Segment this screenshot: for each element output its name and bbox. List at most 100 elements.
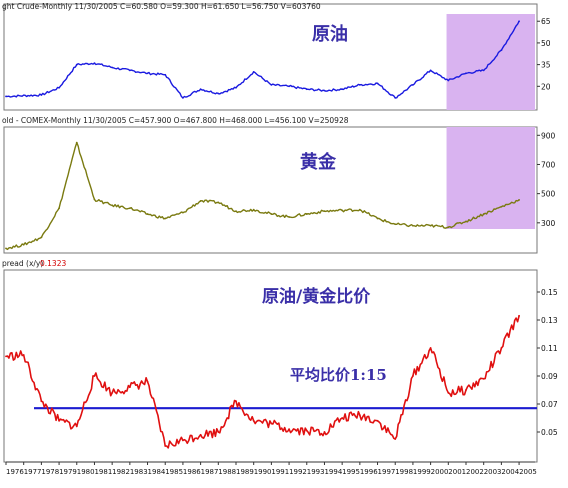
series-line-middle (5, 141, 520, 251)
xtick-label: 1990 (254, 468, 272, 476)
data-point (217, 92, 220, 95)
xtick-label: 1996 (360, 468, 378, 476)
xtick-label: 1989 (236, 468, 254, 476)
xtick-label: 1999 (413, 468, 431, 476)
xtick-label: 1984 (148, 468, 166, 476)
top-panel-header: ght Crude-Monthly 11/30/2005 C=60.580 O=… (2, 2, 321, 11)
xtick-label: 2005 (519, 468, 537, 476)
data-point (376, 217, 379, 220)
highlight-band-middle (446, 127, 535, 229)
data-point (518, 314, 520, 317)
data-point (412, 224, 414, 227)
top-panel-title: 原油 (312, 23, 348, 45)
data-point (429, 69, 432, 72)
xtick-label: 1991 (271, 468, 289, 476)
data-point (305, 429, 308, 432)
data-point (482, 377, 485, 380)
data-point (394, 96, 397, 99)
xtick-label: 2002 (466, 468, 484, 476)
data-point (305, 88, 308, 91)
bottom-panel-header-value: 0.1323 (40, 259, 66, 268)
data-point (93, 198, 96, 201)
data-point (518, 199, 520, 201)
data-point (288, 85, 290, 88)
ytick-label: 0.15 (541, 288, 558, 297)
data-point (447, 226, 450, 229)
data-point (235, 210, 237, 213)
data-point (182, 96, 184, 99)
data-point (128, 386, 131, 389)
xtick-label: 1980 (77, 468, 95, 476)
data-point (358, 83, 361, 86)
data-point (270, 422, 273, 425)
data-point (465, 72, 467, 75)
xtick-label: 2004 (501, 468, 519, 476)
data-point (217, 201, 220, 204)
xtick-label: 2003 (484, 468, 502, 476)
data-point (146, 213, 149, 215)
data-point (40, 236, 43, 239)
data-point (111, 66, 114, 69)
data-point (40, 400, 43, 403)
data-point (199, 433, 202, 436)
xtick-label: 2001 (448, 468, 466, 476)
data-point (305, 213, 308, 215)
data-point (358, 414, 361, 417)
data-point (482, 213, 485, 215)
data-point (447, 391, 450, 394)
data-point (252, 419, 255, 422)
data-point (358, 208, 361, 211)
data-point (376, 82, 379, 85)
data-point (58, 86, 60, 89)
series-line-top (6, 20, 520, 99)
data-point (270, 213, 273, 215)
data-point (323, 431, 326, 433)
data-point (323, 89, 326, 92)
data-point (128, 69, 131, 72)
xtick-label: 1985 (165, 468, 183, 476)
data-point (199, 200, 202, 202)
data-point (252, 70, 255, 73)
data-point (518, 20, 520, 23)
xtick-label: 1995 (342, 468, 360, 476)
xtick-label: 1998 (395, 468, 413, 476)
data-point (447, 79, 450, 82)
series-line-bottom (5, 315, 520, 449)
ytick-label: 900 (541, 131, 556, 140)
data-point (93, 62, 96, 65)
data-point (500, 49, 503, 52)
average-ratio-label: 平均比价1:15 (290, 366, 387, 384)
data-point (164, 73, 167, 76)
data-point (164, 445, 167, 447)
data-point (288, 428, 290, 431)
data-point (75, 425, 78, 428)
data-point (429, 347, 432, 349)
xtick-label: 1983 (130, 468, 148, 476)
data-point (5, 355, 7, 358)
data-point (75, 63, 78, 66)
bottom-panel-title: 原油/黄金比价 (262, 286, 371, 307)
data-point (182, 211, 184, 214)
ytick-label: 65 (541, 17, 551, 26)
data-point (93, 375, 96, 377)
xtick-label: 1987 (201, 468, 219, 476)
xtick-label: 1993 (307, 468, 325, 476)
xtick-label: 1992 (289, 468, 307, 476)
xtick-label: 1979 (59, 468, 77, 476)
data-point (376, 419, 379, 422)
middle-panel-header: old - COMEX-Monthly 11/30/2005 C=457.900… (2, 116, 349, 125)
data-point (412, 83, 414, 86)
data-point (500, 205, 503, 208)
xtick-label: 1994 (324, 468, 342, 476)
data-point (5, 95, 7, 98)
data-point (394, 438, 397, 440)
data-point (146, 72, 149, 75)
data-point (22, 354, 25, 356)
data-point (235, 86, 237, 89)
bottom-panel-header-label: pread (x/y) (2, 259, 43, 268)
ytick-label: 0.05 (541, 428, 558, 437)
data-point (5, 247, 7, 250)
xtick-label: 1976 (6, 468, 24, 476)
ytick-label: 500 (541, 190, 556, 199)
